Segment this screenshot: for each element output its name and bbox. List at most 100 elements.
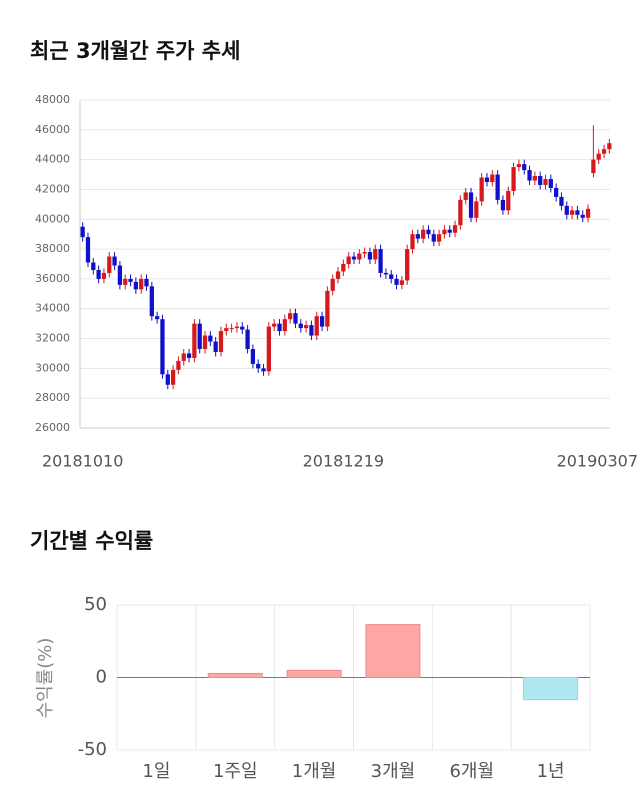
candle-body (139, 278, 144, 290)
candle-body (128, 278, 133, 282)
y-tick-label: 30000 (35, 361, 70, 374)
candle-body (527, 170, 532, 181)
candle-body (288, 313, 293, 320)
candle-body (155, 316, 160, 320)
candle-body (266, 326, 271, 372)
y-axis-title: 수익률(%) (35, 638, 56, 719)
bar (523, 677, 579, 701)
y-tick-label: 46000 (35, 123, 70, 136)
candle-body (367, 252, 373, 260)
candle-body (410, 234, 415, 250)
candle-body (516, 164, 522, 168)
candle-body (218, 331, 224, 352)
candle-body (101, 272, 107, 279)
candle-body (123, 278, 128, 285)
candle-body (80, 226, 85, 238)
x-tick-label: 20181010 (42, 452, 123, 471)
candle-body (532, 176, 537, 181)
candle-body (484, 177, 490, 182)
y-tick-label: 40000 (35, 212, 70, 225)
candle-body (91, 262, 96, 270)
bar (286, 669, 342, 679)
x-tick-label: 1개월 (292, 761, 337, 782)
candle-body (303, 325, 309, 329)
candle-body (479, 177, 484, 202)
candle-body (261, 368, 266, 372)
candle-body (405, 249, 410, 281)
candle-body (245, 329, 250, 349)
x-tick-label: 1년 (537, 761, 565, 782)
candle-body (256, 363, 261, 369)
candle-body (591, 159, 596, 174)
candle-body (197, 323, 202, 349)
candle-body (383, 272, 389, 275)
section-title: 최근 3개월간 주가 추세 (30, 39, 240, 63)
candle-body (165, 374, 170, 385)
x-tick-label: 20181219 (303, 452, 384, 471)
candle-body (463, 192, 468, 200)
candle-body (490, 174, 495, 182)
candle-body (170, 369, 176, 385)
y-tick-label: 42000 (35, 182, 70, 195)
candle-body (548, 179, 553, 188)
candle-body (133, 281, 138, 290)
candle-body (362, 252, 367, 254)
y-tick-label: 44000 (35, 153, 70, 166)
candle-body (596, 153, 601, 160)
candle-body (357, 253, 362, 260)
candle-body (192, 323, 197, 358)
candle-body (144, 278, 149, 287)
candle-body (426, 229, 431, 235)
candle-body (452, 225, 458, 233)
candle-body (607, 143, 612, 150)
candle-body (176, 360, 181, 370)
candle-body (378, 249, 383, 273)
candle-body (431, 234, 436, 242)
y-tick-label: -50 (78, 739, 107, 760)
candle-body (181, 353, 186, 361)
candle-body (213, 341, 218, 352)
candle-body (564, 205, 569, 215)
candle-body (373, 249, 378, 260)
candle-body (580, 214, 585, 218)
candle-body (554, 187, 559, 197)
candle-body (234, 326, 240, 329)
y-tick-label: 0 (96, 667, 107, 688)
candle-body (202, 335, 208, 349)
candle-body (309, 325, 314, 336)
y-tick-label: 50 (84, 594, 107, 615)
candle-body (442, 229, 447, 235)
candle-body (298, 323, 303, 329)
x-tick-label: 1일 (142, 761, 170, 782)
candle-body (85, 237, 91, 263)
x-tick-label: 1주일 (213, 761, 258, 782)
candle-body (325, 290, 330, 327)
candle-body (511, 167, 516, 191)
candle-body (229, 328, 234, 330)
candle-body (186, 353, 192, 358)
y-tick-label: 36000 (35, 272, 70, 285)
candle-body (436, 234, 442, 242)
candle-body (538, 176, 543, 185)
candle-body (346, 256, 351, 264)
candle-body (351, 256, 357, 260)
y-tick-label: 34000 (35, 302, 70, 315)
candle-body (399, 280, 404, 285)
candle-body (117, 265, 123, 285)
candle-body (319, 316, 325, 327)
candle-body (585, 208, 591, 218)
bar (207, 672, 263, 679)
candle-body (250, 348, 256, 364)
candle-body (107, 256, 112, 273)
section-title: 기간별 수익률 (30, 529, 153, 553)
candle-body (415, 234, 420, 239)
candle-body (240, 326, 245, 330)
y-tick-label: 28000 (35, 391, 70, 404)
candle-body (500, 199, 506, 211)
candle-body (282, 319, 287, 332)
candle-body (601, 149, 607, 154)
candle-body (421, 229, 426, 239)
x-tick-label: 6개월 (449, 761, 494, 782)
candle-body (447, 229, 452, 233)
candle-body (468, 192, 474, 218)
